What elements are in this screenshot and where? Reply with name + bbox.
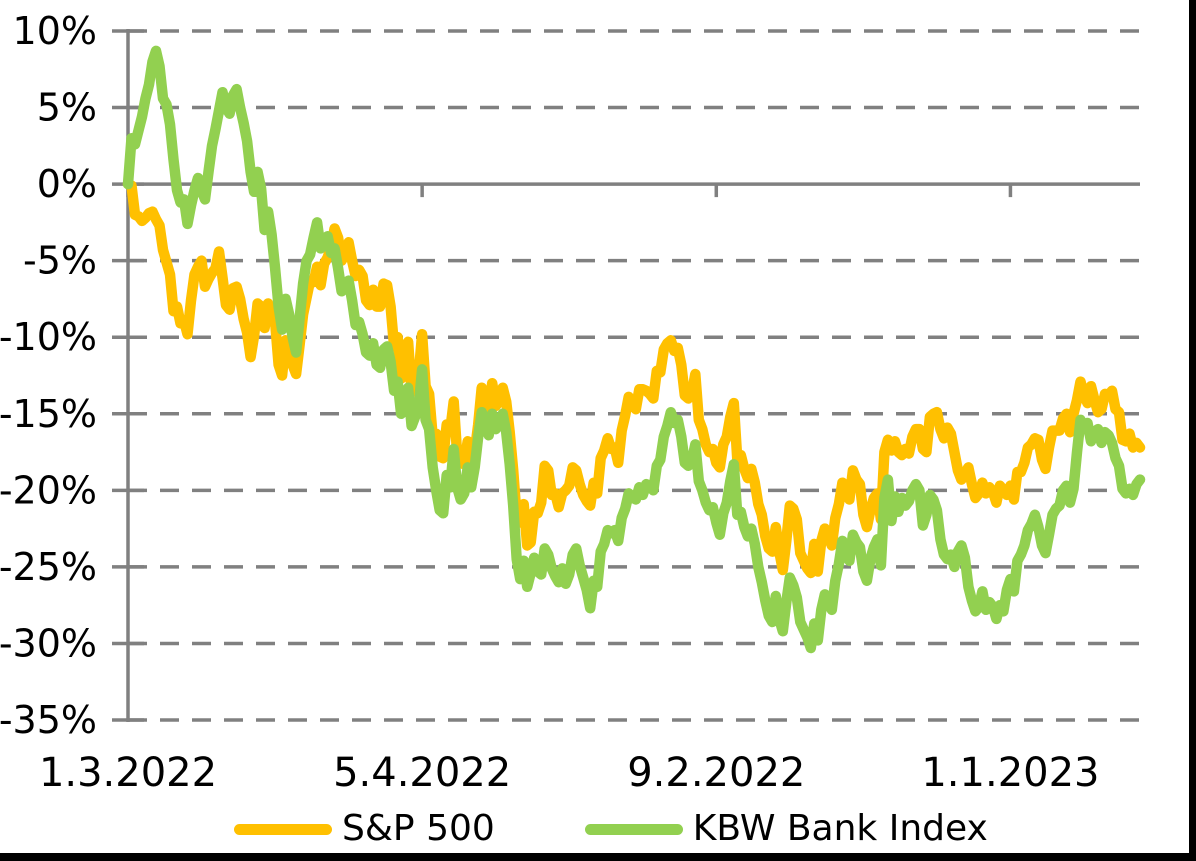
sp500-line-swatch [234, 823, 332, 835]
x-axis-label: 1.3.2022 [39, 750, 217, 796]
legend-item-kbw: KBW Bank Index [584, 808, 988, 849]
y-axis-label: -20% [0, 468, 97, 512]
y-axis-label: -10% [0, 315, 97, 359]
y-axis-label: 10% [13, 9, 97, 53]
x-axis-label: 5.4.2022 [333, 750, 511, 796]
sp500-line [122, 178, 1146, 579]
x-axis-label: 1.1.2023 [921, 750, 1099, 796]
y-axis-label: -30% [0, 621, 97, 665]
y-axis-label: -35% [0, 698, 97, 742]
legend-item-sp500: S&P 500 [234, 809, 495, 849]
y-axis-label: -25% [0, 545, 97, 589]
sp500-legend-label: S&P 500 [342, 808, 495, 849]
x-axis-label: 9.2.2022 [627, 750, 805, 796]
y-axis-label: -15% [0, 392, 97, 436]
kbw-line-swatch [584, 823, 683, 835]
kbw-legend-label: KBW Bank Index [692, 808, 988, 849]
kbw-bank-index-line [122, 45, 1146, 654]
chart-legend: S&P 500 KBW Bank Index [234, 809, 988, 849]
y-axis-label: 5% [37, 86, 97, 130]
screenshot-right-border [1189, 0, 1196, 861]
screenshot-bottom-border [0, 853, 1196, 861]
y-axis-label: 0% [37, 162, 97, 206]
y-axis-label: -5% [23, 239, 97, 283]
